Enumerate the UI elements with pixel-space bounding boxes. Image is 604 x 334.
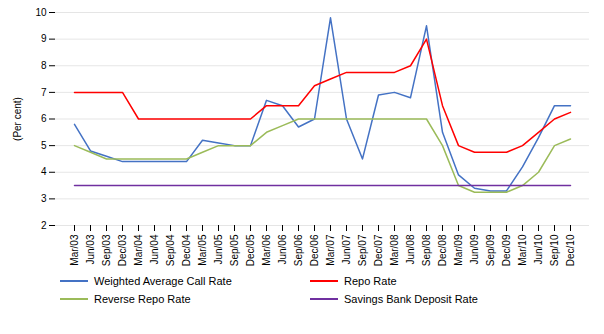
svg-text:Mar/06: Mar/06	[261, 234, 272, 266]
svg-text:Dec/04: Dec/04	[181, 234, 192, 266]
svg-text:Sep/10: Sep/10	[549, 234, 560, 266]
svg-text:Dec/09: Dec/09	[501, 234, 512, 266]
svg-text:Dec/06: Dec/06	[309, 234, 320, 266]
svg-text:Sep/07: Sep/07	[357, 234, 368, 266]
svg-text:Jun/06: Jun/06	[277, 234, 288, 264]
svg-text:Dec/08: Dec/08	[437, 234, 448, 266]
html-text:Reverse Repo Rate: Reverse Repo Rate	[94, 293, 191, 305]
svg-text:Dec/03: Dec/03	[117, 234, 128, 266]
svg-text:Mar/10: Mar/10	[517, 234, 528, 266]
svg-text:Sep/03: Sep/03	[101, 234, 112, 266]
svg-text:9: 9	[41, 33, 47, 44]
svg-text:(Per cent): (Per cent)	[12, 97, 23, 141]
svg-text:3: 3	[41, 193, 47, 204]
svg-text:Mar/08: Mar/08	[389, 234, 400, 266]
svg-text:Jun/07: Jun/07	[341, 234, 352, 264]
svg-text:Jun/08: Jun/08	[405, 234, 416, 264]
svg-text:Sep/09: Sep/09	[485, 234, 496, 266]
svg-text:Jun/03: Jun/03	[85, 234, 96, 264]
svg-text:Dec/10: Dec/10	[565, 234, 576, 266]
svg-text:Jun/04: Jun/04	[149, 234, 160, 264]
svg-text:7: 7	[41, 87, 47, 98]
svg-text:Sep/08: Sep/08	[421, 234, 432, 266]
svg-text:Dec/05: Dec/05	[245, 234, 256, 266]
svg-text:Mar/04: Mar/04	[133, 234, 144, 266]
svg-text:10: 10	[35, 7, 47, 18]
svg-text:Jun/05: Jun/05	[213, 234, 224, 264]
svg-text:Sep/06: Sep/06	[293, 234, 304, 266]
svg-text:2: 2	[41, 220, 47, 231]
svg-text:Mar/05: Mar/05	[197, 234, 208, 266]
html-text:Savings Bank Deposit Rate: Savings Bank Deposit Rate	[344, 293, 478, 305]
svg-text:5: 5	[41, 140, 47, 151]
svg-text:Sep/04: Sep/04	[165, 234, 176, 266]
svg-text:Mar/07: Mar/07	[325, 234, 336, 266]
html-text:Repo Rate: Repo Rate	[344, 275, 397, 287]
svg-text:4: 4	[41, 166, 47, 177]
svg-text:6: 6	[41, 113, 47, 124]
svg-text:Sep/05: Sep/05	[229, 234, 240, 266]
html-text:Weighted Average Call Rate: Weighted Average Call Rate	[94, 275, 232, 287]
svg-text:Mar/09: Mar/09	[453, 234, 464, 266]
svg-text:Dec/07: Dec/07	[373, 234, 384, 266]
svg-text:Jun/10: Jun/10	[533, 234, 544, 264]
svg-text:8: 8	[41, 60, 47, 71]
svg-text:Jun/09: Jun/09	[469, 234, 480, 264]
svg-text:Mar/03: Mar/03	[69, 234, 80, 266]
